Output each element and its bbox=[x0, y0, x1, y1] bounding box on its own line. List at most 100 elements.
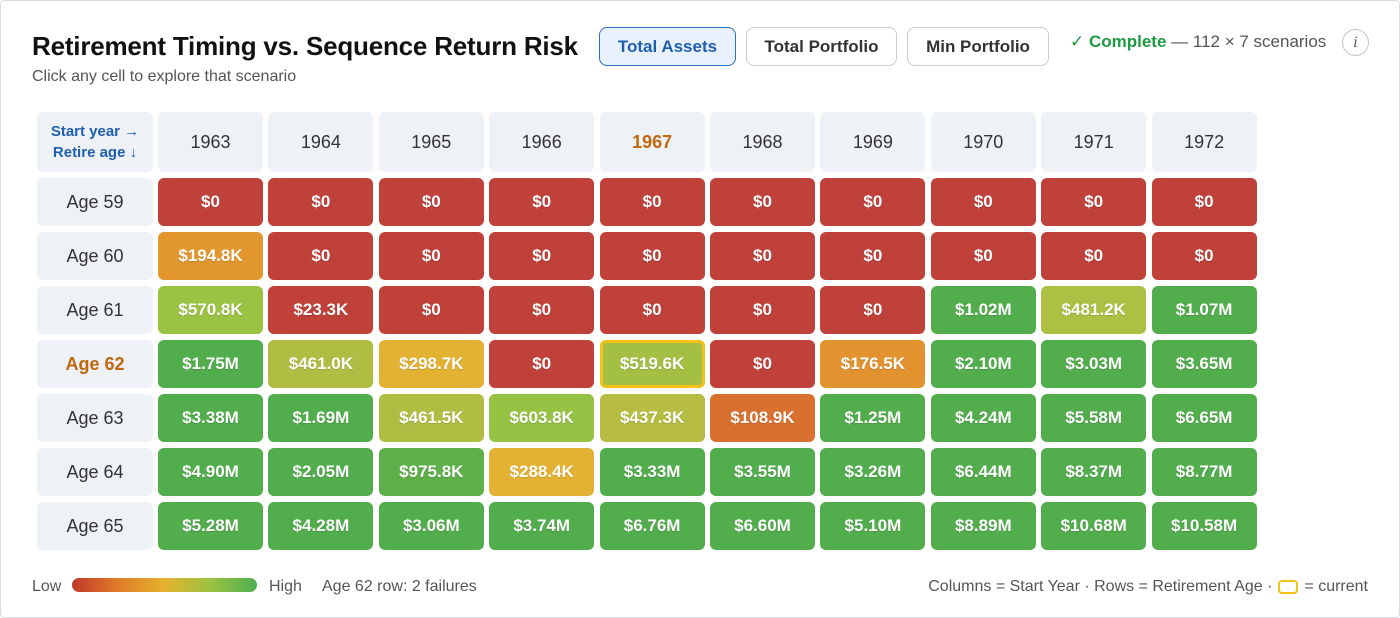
scenario-cell[interactable]: $5.58M bbox=[1041, 394, 1147, 442]
scenario-cell[interactable]: $0 bbox=[158, 178, 263, 226]
scenario-cell[interactable]: $4.24M bbox=[930, 394, 1036, 442]
scenario-cell[interactable]: $5.10M bbox=[820, 502, 926, 550]
column-header-1967: 1967 bbox=[599, 112, 705, 172]
scenario-cell[interactable]: $0 bbox=[599, 178, 705, 226]
tab-min-portfolio[interactable]: Min Portfolio bbox=[907, 27, 1049, 66]
column-header-1970: 1970 bbox=[930, 112, 1036, 172]
scenario-cell[interactable]: $1.07M bbox=[1151, 286, 1257, 334]
scenario-cell[interactable]: $4.28M bbox=[268, 502, 374, 550]
legend-low-label: Low bbox=[32, 578, 62, 595]
scenario-cell[interactable]: $1.25M bbox=[820, 394, 926, 442]
scenario-cell[interactable]: $10.58M bbox=[1151, 502, 1257, 550]
scenario-cell[interactable]: $288.4K bbox=[489, 448, 595, 496]
scenario-cell[interactable]: $0 bbox=[1151, 232, 1257, 280]
scenario-cell[interactable]: $3.65M bbox=[1151, 340, 1257, 388]
scenario-cell[interactable]: $1.02M bbox=[930, 286, 1036, 334]
scenario-cell[interactable]: $0 bbox=[1041, 232, 1147, 280]
scenario-cell[interactable]: $3.55M bbox=[710, 448, 815, 496]
scenario-cell[interactable]: $0 bbox=[710, 340, 815, 388]
status-detail: — 112 × 7 scenarios bbox=[1171, 32, 1327, 51]
scenario-cell[interactable]: $2.10M bbox=[930, 340, 1036, 388]
scenario-cell[interactable]: $0 bbox=[489, 178, 595, 226]
scenario-cell[interactable]: $10.68M bbox=[1041, 502, 1147, 550]
scenario-cell[interactable]: $0 bbox=[489, 286, 595, 334]
scenario-cell[interactable]: $570.8K bbox=[158, 286, 263, 334]
scenario-cell[interactable]: $4.90M bbox=[158, 448, 263, 496]
row-header-age-63: Age 63 bbox=[37, 394, 153, 442]
legend-gradient-bar bbox=[72, 578, 257, 592]
scenario-cell[interactable]: $0 bbox=[1151, 178, 1257, 226]
failures-note: Age 62 row: 2 failures bbox=[322, 578, 477, 595]
scenario-cell[interactable]: $481.2K bbox=[1041, 286, 1147, 334]
scenario-cell[interactable]: $0 bbox=[930, 232, 1036, 280]
scenario-cell[interactable]: $108.9K bbox=[710, 394, 815, 442]
scenario-cell[interactable]: $0 bbox=[710, 286, 815, 334]
column-header-1972: 1972 bbox=[1151, 112, 1257, 172]
scenario-cell[interactable]: $0 bbox=[930, 178, 1036, 226]
scenario-cell[interactable]: $8.77M bbox=[1151, 448, 1257, 496]
status-indicator: ✓ Complete — 112 × 7 scenarios bbox=[1070, 32, 1326, 52]
grid-corner-header: Start year → Retire age ↓ bbox=[37, 112, 153, 172]
scenario-cell[interactable]: $0 bbox=[710, 178, 815, 226]
scenario-cell[interactable]: $975.8K bbox=[378, 448, 484, 496]
column-header-1968: 1968 bbox=[710, 112, 815, 172]
scenario-cell[interactable]: $3.06M bbox=[378, 502, 484, 550]
scenario-cell[interactable]: $0 bbox=[710, 232, 815, 280]
info-icon[interactable]: i bbox=[1342, 29, 1369, 56]
scenario-cell[interactable]: $0 bbox=[1041, 178, 1147, 226]
scenario-cell[interactable]: $0 bbox=[489, 340, 595, 388]
row-header-age-61: Age 61 bbox=[37, 286, 153, 334]
row-header-age-65: Age 65 bbox=[37, 502, 153, 550]
scenario-cell[interactable]: $519.6K bbox=[599, 340, 705, 388]
scenario-cell[interactable]: $1.69M bbox=[268, 394, 374, 442]
current-note-text: = current bbox=[1304, 578, 1368, 595]
scenario-cell[interactable]: $2.05M bbox=[268, 448, 374, 496]
scenario-cell[interactable]: $0 bbox=[378, 286, 484, 334]
scenario-cell[interactable]: $6.44M bbox=[930, 448, 1036, 496]
scenario-cell[interactable]: $298.7K bbox=[378, 340, 484, 388]
scenario-cell[interactable]: $0 bbox=[268, 232, 374, 280]
scenario-cell[interactable]: $461.5K bbox=[378, 394, 484, 442]
row-header-age-60: Age 60 bbox=[37, 232, 153, 280]
current-swatch-icon bbox=[1278, 580, 1299, 594]
scenario-cell[interactable]: $0 bbox=[599, 232, 705, 280]
corner-start-year-label: Start year → bbox=[50, 123, 140, 140]
scenario-cell[interactable]: $6.60M bbox=[710, 502, 815, 550]
scenario-cell[interactable]: $0 bbox=[378, 178, 484, 226]
scenario-cell[interactable]: $23.3K bbox=[268, 286, 374, 334]
scenario-cell[interactable]: $603.8K bbox=[489, 394, 595, 442]
axes-note: Columns = Start Year · Rows = Retirement… bbox=[928, 578, 1368, 596]
column-header-1965: 1965 bbox=[378, 112, 484, 172]
scenario-cell[interactable]: $3.33M bbox=[599, 448, 705, 496]
scenario-cell[interactable]: $3.03M bbox=[1041, 340, 1147, 388]
column-header-1964: 1964 bbox=[268, 112, 374, 172]
scenario-cell[interactable]: $3.26M bbox=[820, 448, 926, 496]
scenario-cell[interactable]: $461.0K bbox=[268, 340, 374, 388]
scenario-cell[interactable]: $0 bbox=[599, 286, 705, 334]
scenario-cell[interactable]: $5.28M bbox=[158, 502, 263, 550]
scenario-cell[interactable]: $0 bbox=[820, 232, 926, 280]
scenario-cell[interactable]: $6.65M bbox=[1151, 394, 1257, 442]
scenario-cell[interactable]: $0 bbox=[268, 178, 374, 226]
scenario-cell[interactable]: $8.37M bbox=[1041, 448, 1147, 496]
scenario-cell[interactable]: $3.74M bbox=[489, 502, 595, 550]
scenario-cell[interactable]: $194.8K bbox=[158, 232, 263, 280]
scenario-cell[interactable]: $437.3K bbox=[599, 394, 705, 442]
column-header-1969: 1969 bbox=[820, 112, 926, 172]
tab-total-assets[interactable]: Total Assets bbox=[599, 27, 736, 66]
scenario-cell[interactable]: $0 bbox=[820, 286, 926, 334]
scenario-cell[interactable]: $0 bbox=[820, 178, 926, 226]
scenario-cell[interactable]: $0 bbox=[489, 232, 595, 280]
status-complete-label: ✓ Complete bbox=[1070, 32, 1167, 51]
corner-retire-age-label: Retire age ↓ bbox=[52, 144, 138, 161]
scenario-cell[interactable]: $0 bbox=[378, 232, 484, 280]
scenario-cell[interactable]: $1.75M bbox=[158, 340, 263, 388]
axes-note-text: Columns = Start Year · Rows = Retirement… bbox=[928, 578, 1273, 595]
tab-total-portfolio[interactable]: Total Portfolio bbox=[746, 27, 897, 66]
column-header-1971: 1971 bbox=[1041, 112, 1147, 172]
scenario-cell[interactable]: $6.76M bbox=[599, 502, 705, 550]
scenario-cell[interactable]: $8.89M bbox=[930, 502, 1036, 550]
page-title: Retirement Timing vs. Sequence Return Ri… bbox=[32, 31, 578, 61]
scenario-cell[interactable]: $176.5K bbox=[820, 340, 926, 388]
scenario-cell[interactable]: $3.38M bbox=[158, 394, 263, 442]
